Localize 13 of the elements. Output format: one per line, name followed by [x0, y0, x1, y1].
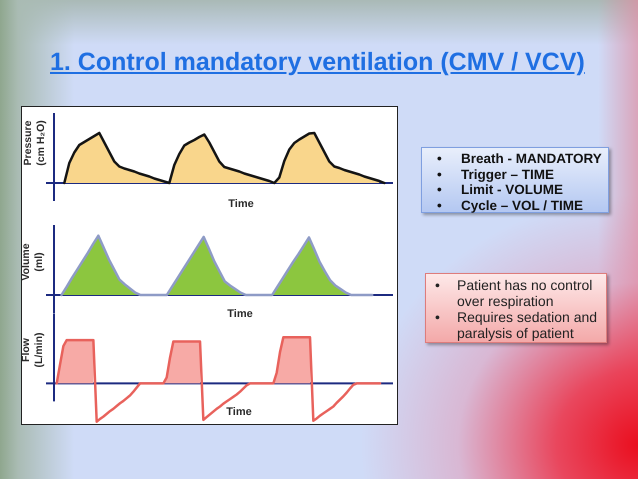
text: • Requires sedation and paralysis of patient	[435, 309, 598, 341]
x-axis-title: Time	[227, 197, 255, 211]
text: 1. Control mandatory ventilation (CMV / VCV)	[50, 47, 585, 77]
text: • Cycle – VOL / TIME	[437, 198, 584, 212]
x-axis-title: Time	[225, 405, 253, 419]
text: • Patient has no control over respiration	[435, 277, 592, 309]
text: • Limit - VOLUME	[437, 182, 563, 197]
text: • Trigger – TIME	[437, 166, 554, 182]
text: • Breath - MANDATORY	[437, 151, 602, 166]
y-axis-title: Pressure (cm H₂O)	[22, 119, 48, 168]
y-axis-title: Flow (L/min)	[20, 332, 46, 370]
y-axis-title: Volume (ml)	[20, 242, 46, 283]
x-axis-title: Time	[226, 307, 254, 321]
